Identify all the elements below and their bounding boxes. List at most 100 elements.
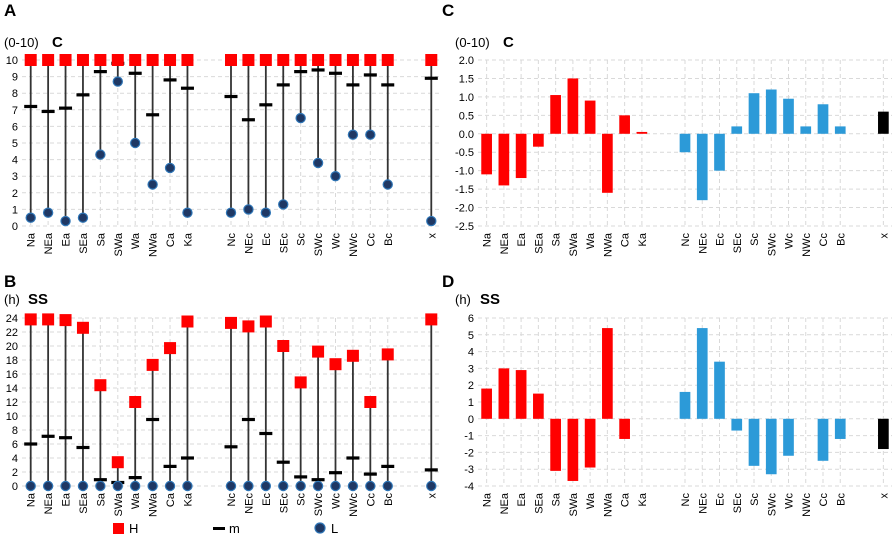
panel-a-low-marker xyxy=(243,204,254,215)
legend-low-marker xyxy=(314,522,326,534)
panel-c-x-tick-label: Sa xyxy=(551,232,563,246)
panel-c-x-tick-label: Ea xyxy=(516,232,528,246)
panel-b-x-tick-label: SWc xyxy=(313,493,325,517)
panel-c-x-tick-label: NWa xyxy=(602,232,614,257)
panel-b-mean-marker xyxy=(93,478,107,482)
panel-a-x-tick-label: SWa xyxy=(113,232,125,256)
panel-a-high-marker xyxy=(294,54,307,66)
panel-c-x-tick-label: Ec xyxy=(715,233,727,246)
panel-d-bar xyxy=(679,391,691,419)
panel-d-y-tick-label: 1 xyxy=(468,397,474,409)
panel-b-x-tick-label: SEc xyxy=(278,493,290,514)
panel-d-x-tick-label: Cc xyxy=(818,493,830,507)
legend-low-label: L xyxy=(331,521,338,536)
panel-a-mean-marker xyxy=(424,76,438,80)
panel-b-y-tick-label: 20 xyxy=(6,341,18,353)
panel-a-mean-marker xyxy=(311,68,325,72)
panel-d-bar xyxy=(731,418,743,431)
panel-a-mean-marker xyxy=(41,109,55,114)
panel-b-mean-marker xyxy=(329,471,342,475)
panel-a-y-tick-label: 0 xyxy=(12,221,18,233)
panel-c-bar xyxy=(834,126,846,134)
panel-a-y-tick-label: 6 xyxy=(12,121,18,133)
panel-letter-c: C xyxy=(442,1,454,20)
panel-a-low-marker xyxy=(42,207,54,218)
panel-a-low-marker xyxy=(260,207,272,218)
panel-a-x-tick-label: Sa xyxy=(95,232,107,246)
panel-b-y-tick-label: 6 xyxy=(12,439,18,451)
panel-d-bar xyxy=(783,418,794,456)
panel-d-variable: SS xyxy=(480,291,500,308)
panel-d-bar xyxy=(878,418,889,450)
panel-b-y-tick-label: 0 xyxy=(12,481,18,493)
panel-a-mean-marker xyxy=(381,83,395,87)
panel-c-x-tick-label: SEa xyxy=(533,232,545,254)
panel-a-high-marker xyxy=(364,54,377,66)
panel-a-high-marker xyxy=(94,54,107,66)
panel-d-x-tick-label: SWa xyxy=(568,492,580,516)
panel-b-x-tick-label: NEc xyxy=(243,493,255,514)
panel-b-high-marker xyxy=(312,345,325,358)
panel-b-low-marker xyxy=(60,480,71,492)
panel-b-mean-marker xyxy=(76,445,90,450)
panel-a-x-tick-label: NEa xyxy=(43,232,55,254)
panel-a-high-marker xyxy=(42,54,55,66)
panel-b-x-tick-label: Ec xyxy=(261,493,273,506)
panel-a-x-tick-label: NWc xyxy=(348,233,360,257)
panel-d-x-tick-label: Sc xyxy=(749,493,761,506)
panel-b-low-marker xyxy=(365,480,376,492)
panel-b-x-tick-label: Bc xyxy=(383,493,395,506)
panel-a-x-tick-label: Ka xyxy=(182,232,194,246)
panel-b-x-tick-label: Sa xyxy=(95,492,107,506)
panel-b-x-tick-label: x xyxy=(426,493,438,499)
panel-b-mean-marker xyxy=(311,478,325,482)
panel-b-low-marker xyxy=(243,480,254,492)
panel-c-y-tick-label: 1.5 xyxy=(459,73,474,85)
panel-b-high-marker xyxy=(24,313,37,326)
panel-c-x-tick-label: Bc xyxy=(835,233,847,246)
panel-b-x-tick-label: Na xyxy=(26,492,38,507)
panel-a-low-marker xyxy=(278,199,289,210)
panel-b-low-marker xyxy=(130,480,141,492)
panel-b-x-tick-label: Ca xyxy=(165,492,177,507)
panel-a-x-tick-label: Ec xyxy=(261,233,273,246)
panel-b-mean-marker xyxy=(424,468,438,472)
panel-b-x-tick-label: Cc xyxy=(365,493,377,507)
panel-a-mean-marker xyxy=(76,93,90,97)
panel-d-x-tick-label: Ea xyxy=(516,492,528,506)
panel-a-low-marker xyxy=(77,212,89,223)
panel-c-bar xyxy=(584,100,596,134)
panel-b-x-tick-label: Ka xyxy=(182,492,194,506)
panel-d-x-tick-label: SEc xyxy=(732,493,744,514)
panel-c-bar xyxy=(817,104,829,134)
panel-b-x-tick-label: SEa xyxy=(78,492,90,514)
panel-d-y-tick-label: 3 xyxy=(468,363,474,375)
panel-d-y-tick-label: -2 xyxy=(464,447,474,459)
panel-c-x-tick-label: Ca xyxy=(620,232,632,247)
panel-b-y-tick-label: 4 xyxy=(12,453,18,465)
panel-a-high-marker xyxy=(312,54,325,66)
panel-d-x-tick-label: x xyxy=(878,493,890,499)
panel-d-x-tick-label: SEa xyxy=(533,492,545,514)
panel-d-x-tick-label: NEc xyxy=(697,493,709,514)
panel-a-high-marker xyxy=(425,54,438,66)
panel-c-bar xyxy=(696,133,708,201)
panel-c-y-tick-label: 2.0 xyxy=(459,55,474,67)
panel-a-mean-marker xyxy=(294,70,308,74)
panel-a-y-tick-label: 5 xyxy=(12,138,18,150)
panel-a-x-tick-label: Bc xyxy=(383,233,395,246)
panel-a-y-tick-label: 10 xyxy=(6,55,18,67)
panel-b-high-marker xyxy=(259,315,272,328)
panel-a-y-tick-label: 3 xyxy=(12,171,18,183)
panel-a-high-marker xyxy=(242,54,255,66)
panel-d-x-tick-label: Ca xyxy=(620,492,632,507)
panel-b-mean-marker xyxy=(346,456,360,460)
panel-b-variable: SS xyxy=(28,291,48,308)
panel-c-bar xyxy=(550,95,561,134)
panel-letter-b: B xyxy=(4,272,16,291)
panel-a-mean-marker xyxy=(180,86,194,90)
panel-b-y-tick-label: 10 xyxy=(6,411,18,423)
panel-c-y-tick-label: 1.0 xyxy=(459,92,474,104)
panel-b-x-tick-label: NEa xyxy=(43,492,55,514)
panel-a-mean-marker xyxy=(241,118,255,122)
